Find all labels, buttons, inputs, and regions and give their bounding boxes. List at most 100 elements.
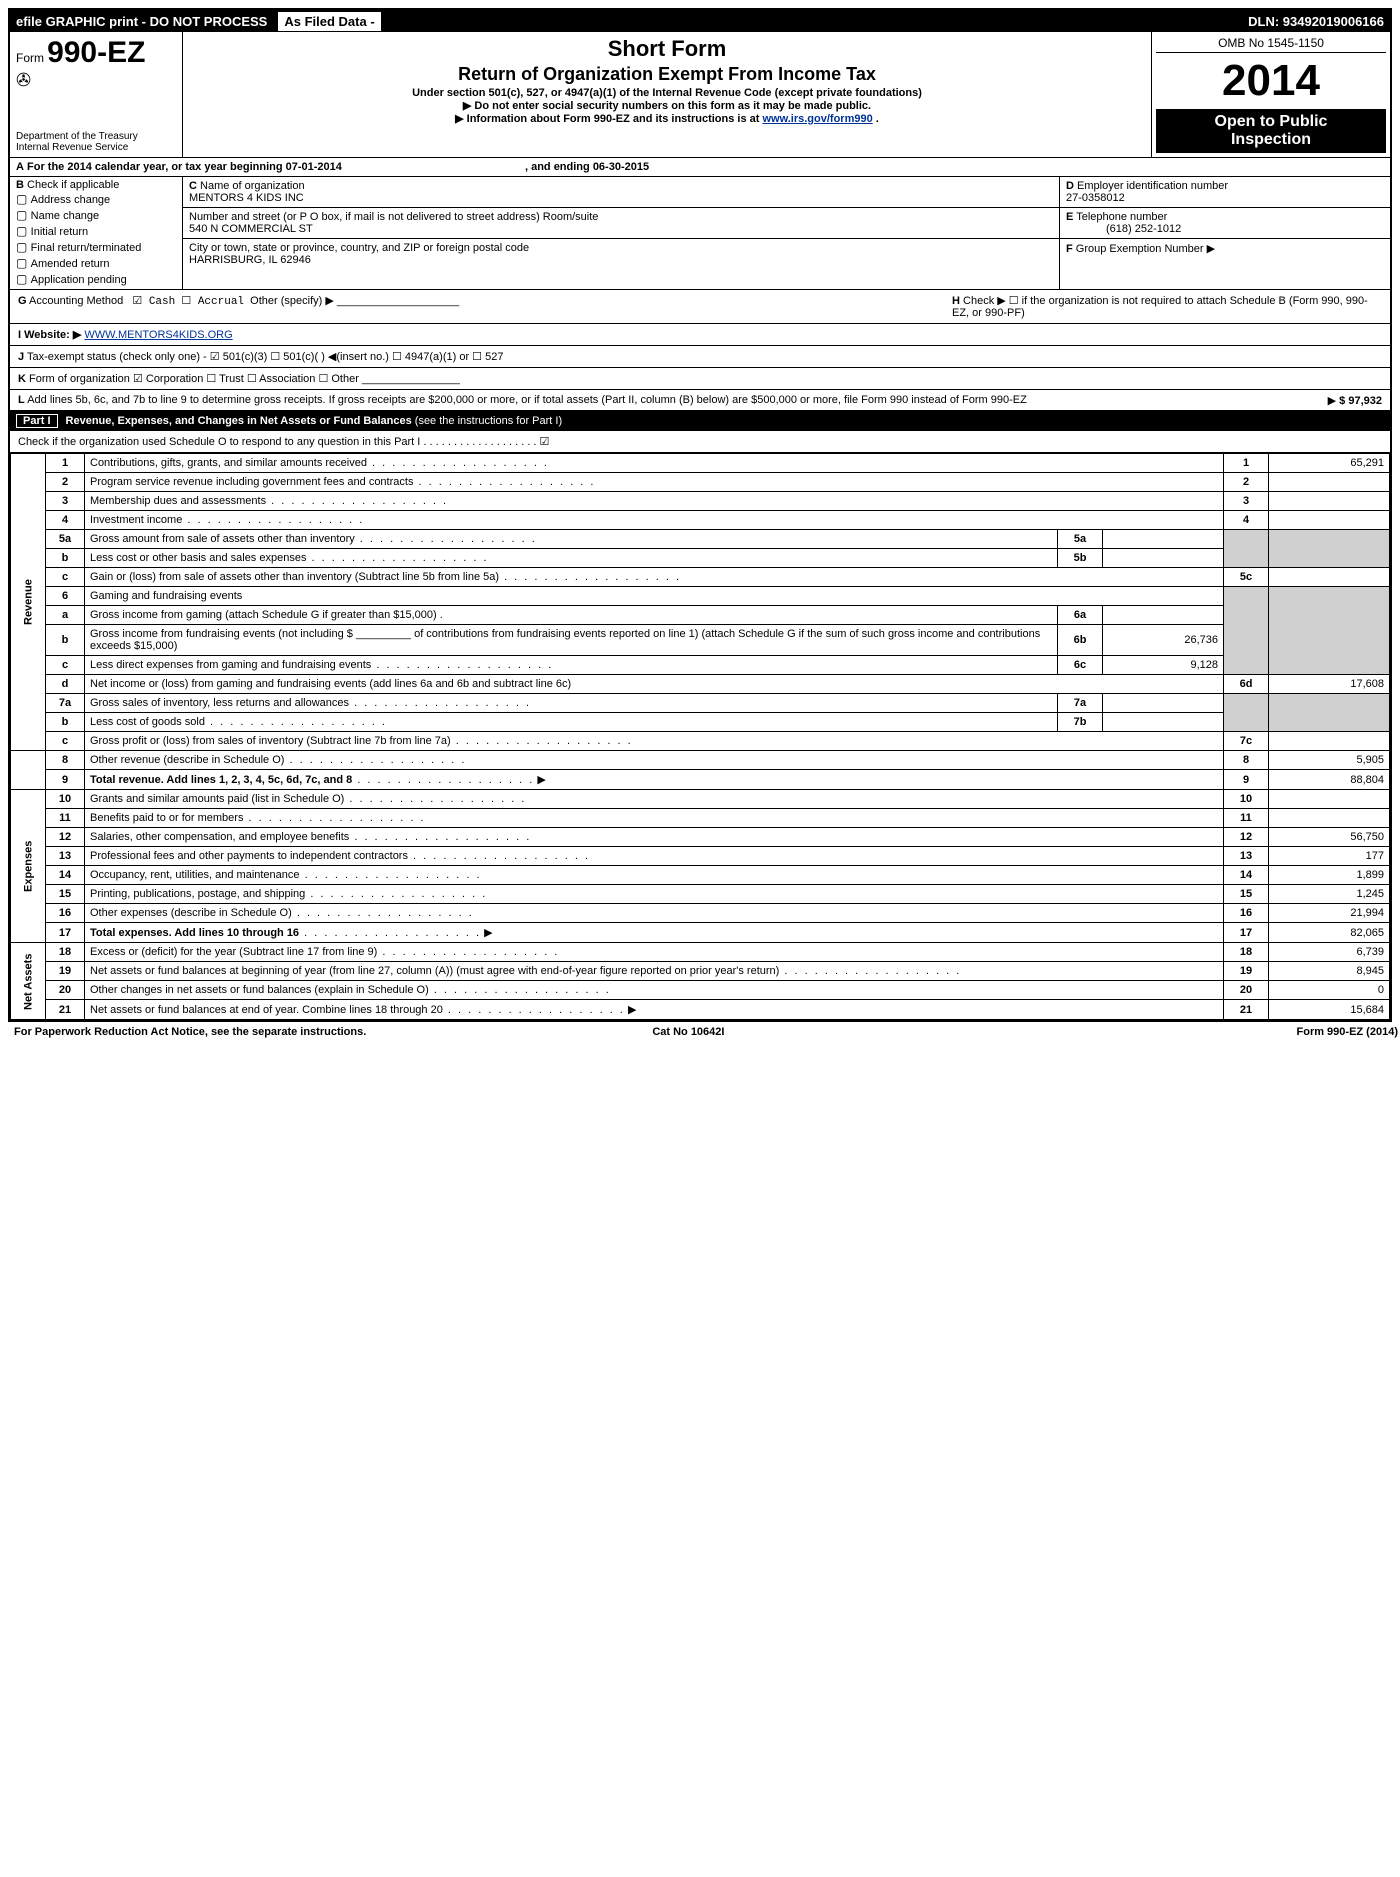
ln15-box: 15 — [1224, 885, 1269, 904]
open1: Open to Public — [1158, 113, 1384, 131]
subtitle: Under section 501(c), 527, or 4947(a)(1)… — [189, 87, 1145, 99]
ln5c-desc: Gain or (loss) from sale of assets other… — [85, 568, 1224, 587]
ln1-box: 1 — [1224, 454, 1269, 473]
shade-7 — [1224, 694, 1269, 732]
ln14-desc: Occupancy, rent, utilities, and maintena… — [85, 866, 1224, 885]
ln11-no: 11 — [46, 809, 85, 828]
ln13-no: 13 — [46, 847, 85, 866]
org-street: 540 N COMMERCIAL ST — [189, 223, 313, 235]
ln8-no: 8 — [46, 751, 85, 770]
ln3-no: 3 — [46, 492, 85, 511]
open2: Inspection — [1158, 131, 1384, 149]
ln6c-no: c — [46, 656, 85, 675]
ln6c-box: 6c — [1058, 656, 1103, 675]
b-app[interactable]: Application pending — [16, 271, 176, 287]
row-l: L Add lines 5b, 6c, and 7b to line 9 to … — [10, 390, 1390, 411]
b-addr[interactable]: Address change — [16, 191, 176, 207]
ln9-desc: Total revenue. Add lines 1, 2, 3, 4, 5c,… — [85, 770, 1224, 790]
ln1-no: 1 — [46, 454, 85, 473]
b-amend[interactable]: Amended return — [16, 255, 176, 271]
ln6a-amt — [1103, 606, 1224, 625]
warn2-post: . — [876, 113, 879, 125]
ln6c-amt: 9,128 — [1103, 656, 1224, 675]
efile-label: efile GRAPHIC print - DO NOT PROCESS — [10, 12, 273, 31]
g-cash[interactable]: Cash — [132, 296, 175, 308]
ln5b-desc: Less cost or other basis and sales expen… — [85, 549, 1058, 568]
ln14-amt: 1,899 — [1269, 866, 1390, 885]
ln16-box: 16 — [1224, 904, 1269, 923]
warn2-pre: Information about Form 990-EZ and its in… — [467, 113, 763, 125]
ln4-box: 4 — [1224, 511, 1269, 530]
ln21-amt: 15,684 — [1269, 1000, 1390, 1020]
row-k: K Form of organization ☑ Corporation ☐ T… — [10, 368, 1390, 390]
footer-left: For Paperwork Reduction Act Notice, see … — [14, 1026, 366, 1038]
ln17-amt: 82,065 — [1269, 923, 1390, 943]
ln5a-box: 5a — [1058, 530, 1103, 549]
ln6-desc: Gaming and fundraising events — [85, 587, 1224, 606]
ln15-desc: Printing, publications, postage, and shi… — [85, 885, 1224, 904]
k-text: Form of organization ☑ Corporation ☐ Tru… — [29, 373, 359, 385]
shade-6 — [1224, 587, 1269, 675]
form-word: Form — [16, 51, 44, 65]
row-a-wrap: A For the 2014 calendar year, or tax yea… — [10, 158, 1390, 177]
ln3-amt — [1269, 492, 1390, 511]
ln5b-amt — [1103, 549, 1224, 568]
c-city-block: City or town, state or province, country… — [183, 239, 1059, 269]
ln5c-amt — [1269, 568, 1390, 587]
ln5c-box: 5c — [1224, 568, 1269, 587]
h-text: Check ▶ ☐ if the organization is not req… — [952, 295, 1368, 319]
ln2-amt — [1269, 473, 1390, 492]
shade-6b — [1269, 587, 1390, 675]
irs-link[interactable]: www.irs.gov/form990 — [762, 113, 872, 125]
ln19-desc: Net assets or fund balances at beginning… — [85, 962, 1224, 981]
ln13-desc: Professional fees and other payments to … — [85, 847, 1224, 866]
title: Return of Organization Exempt From Incom… — [189, 64, 1145, 85]
ln20-desc: Other changes in net assets or fund bala… — [85, 981, 1224, 1000]
footer-right: Form 990-EZ (2014) — [1297, 1026, 1398, 1038]
part1-label: Part I — [16, 414, 58, 428]
b-init[interactable]: Initial return — [16, 223, 176, 239]
e-label: Telephone number — [1076, 211, 1167, 223]
h-block: H Check ▶ ☐ if the organization is not r… — [942, 294, 1382, 319]
g-accrual[interactable]: Accrual — [181, 296, 244, 308]
ln3-desc: Membership dues and assessments — [85, 492, 1224, 511]
ein: 27-0358012 — [1066, 192, 1125, 204]
a-end: 06-30-2015 — [593, 161, 649, 173]
ln6d-amt: 17,608 — [1269, 675, 1390, 694]
part1-check: Check if the organization used Schedule … — [10, 431, 1390, 453]
part1-header: Part I Revenue, Expenses, and Changes in… — [10, 411, 1390, 431]
ln9-no: 9 — [46, 770, 85, 790]
ln1-desc: Contributions, gifts, grants, and simila… — [85, 454, 1224, 473]
ln7a-no: 7a — [46, 694, 85, 713]
d-block: D Employer identification number 27-0358… — [1060, 177, 1390, 208]
c-street-block: Number and street (or P O box, if mail i… — [183, 208, 1059, 239]
header-left: Form 990-EZ ✇ Department of the Treasury… — [10, 32, 183, 157]
part1-table: Revenue 1 Contributions, gifts, grants, … — [10, 453, 1390, 1020]
warn2: Information about Form 990-EZ and its in… — [189, 112, 1145, 125]
l-arrow: ▶ — [1328, 395, 1336, 407]
ln21-box: 21 — [1224, 1000, 1269, 1020]
ln5b-box: 5b — [1058, 549, 1103, 568]
b-final[interactable]: Final return/terminated — [16, 239, 176, 255]
c-name-label: Name of organization — [200, 180, 305, 192]
website-link[interactable]: WWW.MENTORS4KIDS.ORG — [84, 329, 232, 341]
ln8-desc: Other revenue (describe in Schedule O) — [85, 751, 1224, 770]
ln10-no: 10 — [46, 790, 85, 809]
ln16-amt: 21,994 — [1269, 904, 1390, 923]
ln6a-box: 6a — [1058, 606, 1103, 625]
ln7a-desc: Gross sales of inventory, less returns a… — [85, 694, 1058, 713]
ln8-box: 8 — [1224, 751, 1269, 770]
ln20-amt: 0 — [1269, 981, 1390, 1000]
ln10-desc: Grants and similar amounts paid (list in… — [85, 790, 1224, 809]
dept-block: Department of the Treasury Internal Reve… — [16, 131, 138, 153]
b-name[interactable]: Name change — [16, 207, 176, 223]
c-name-block: C Name of organization MENTORS 4 KIDS IN… — [183, 177, 1059, 208]
ln6b-box: 6b — [1058, 625, 1103, 656]
netassets-side: Net Assets — [11, 943, 46, 1020]
shade-5b — [1269, 530, 1390, 568]
section-bcdef: B Check if applicable Address change Nam… — [10, 177, 1390, 290]
l-amount: $ 97,932 — [1339, 395, 1382, 407]
short-form: Short Form — [189, 36, 1145, 62]
b-label: Check if applicable — [27, 179, 119, 191]
open-public: Open to Public Inspection — [1156, 109, 1386, 153]
